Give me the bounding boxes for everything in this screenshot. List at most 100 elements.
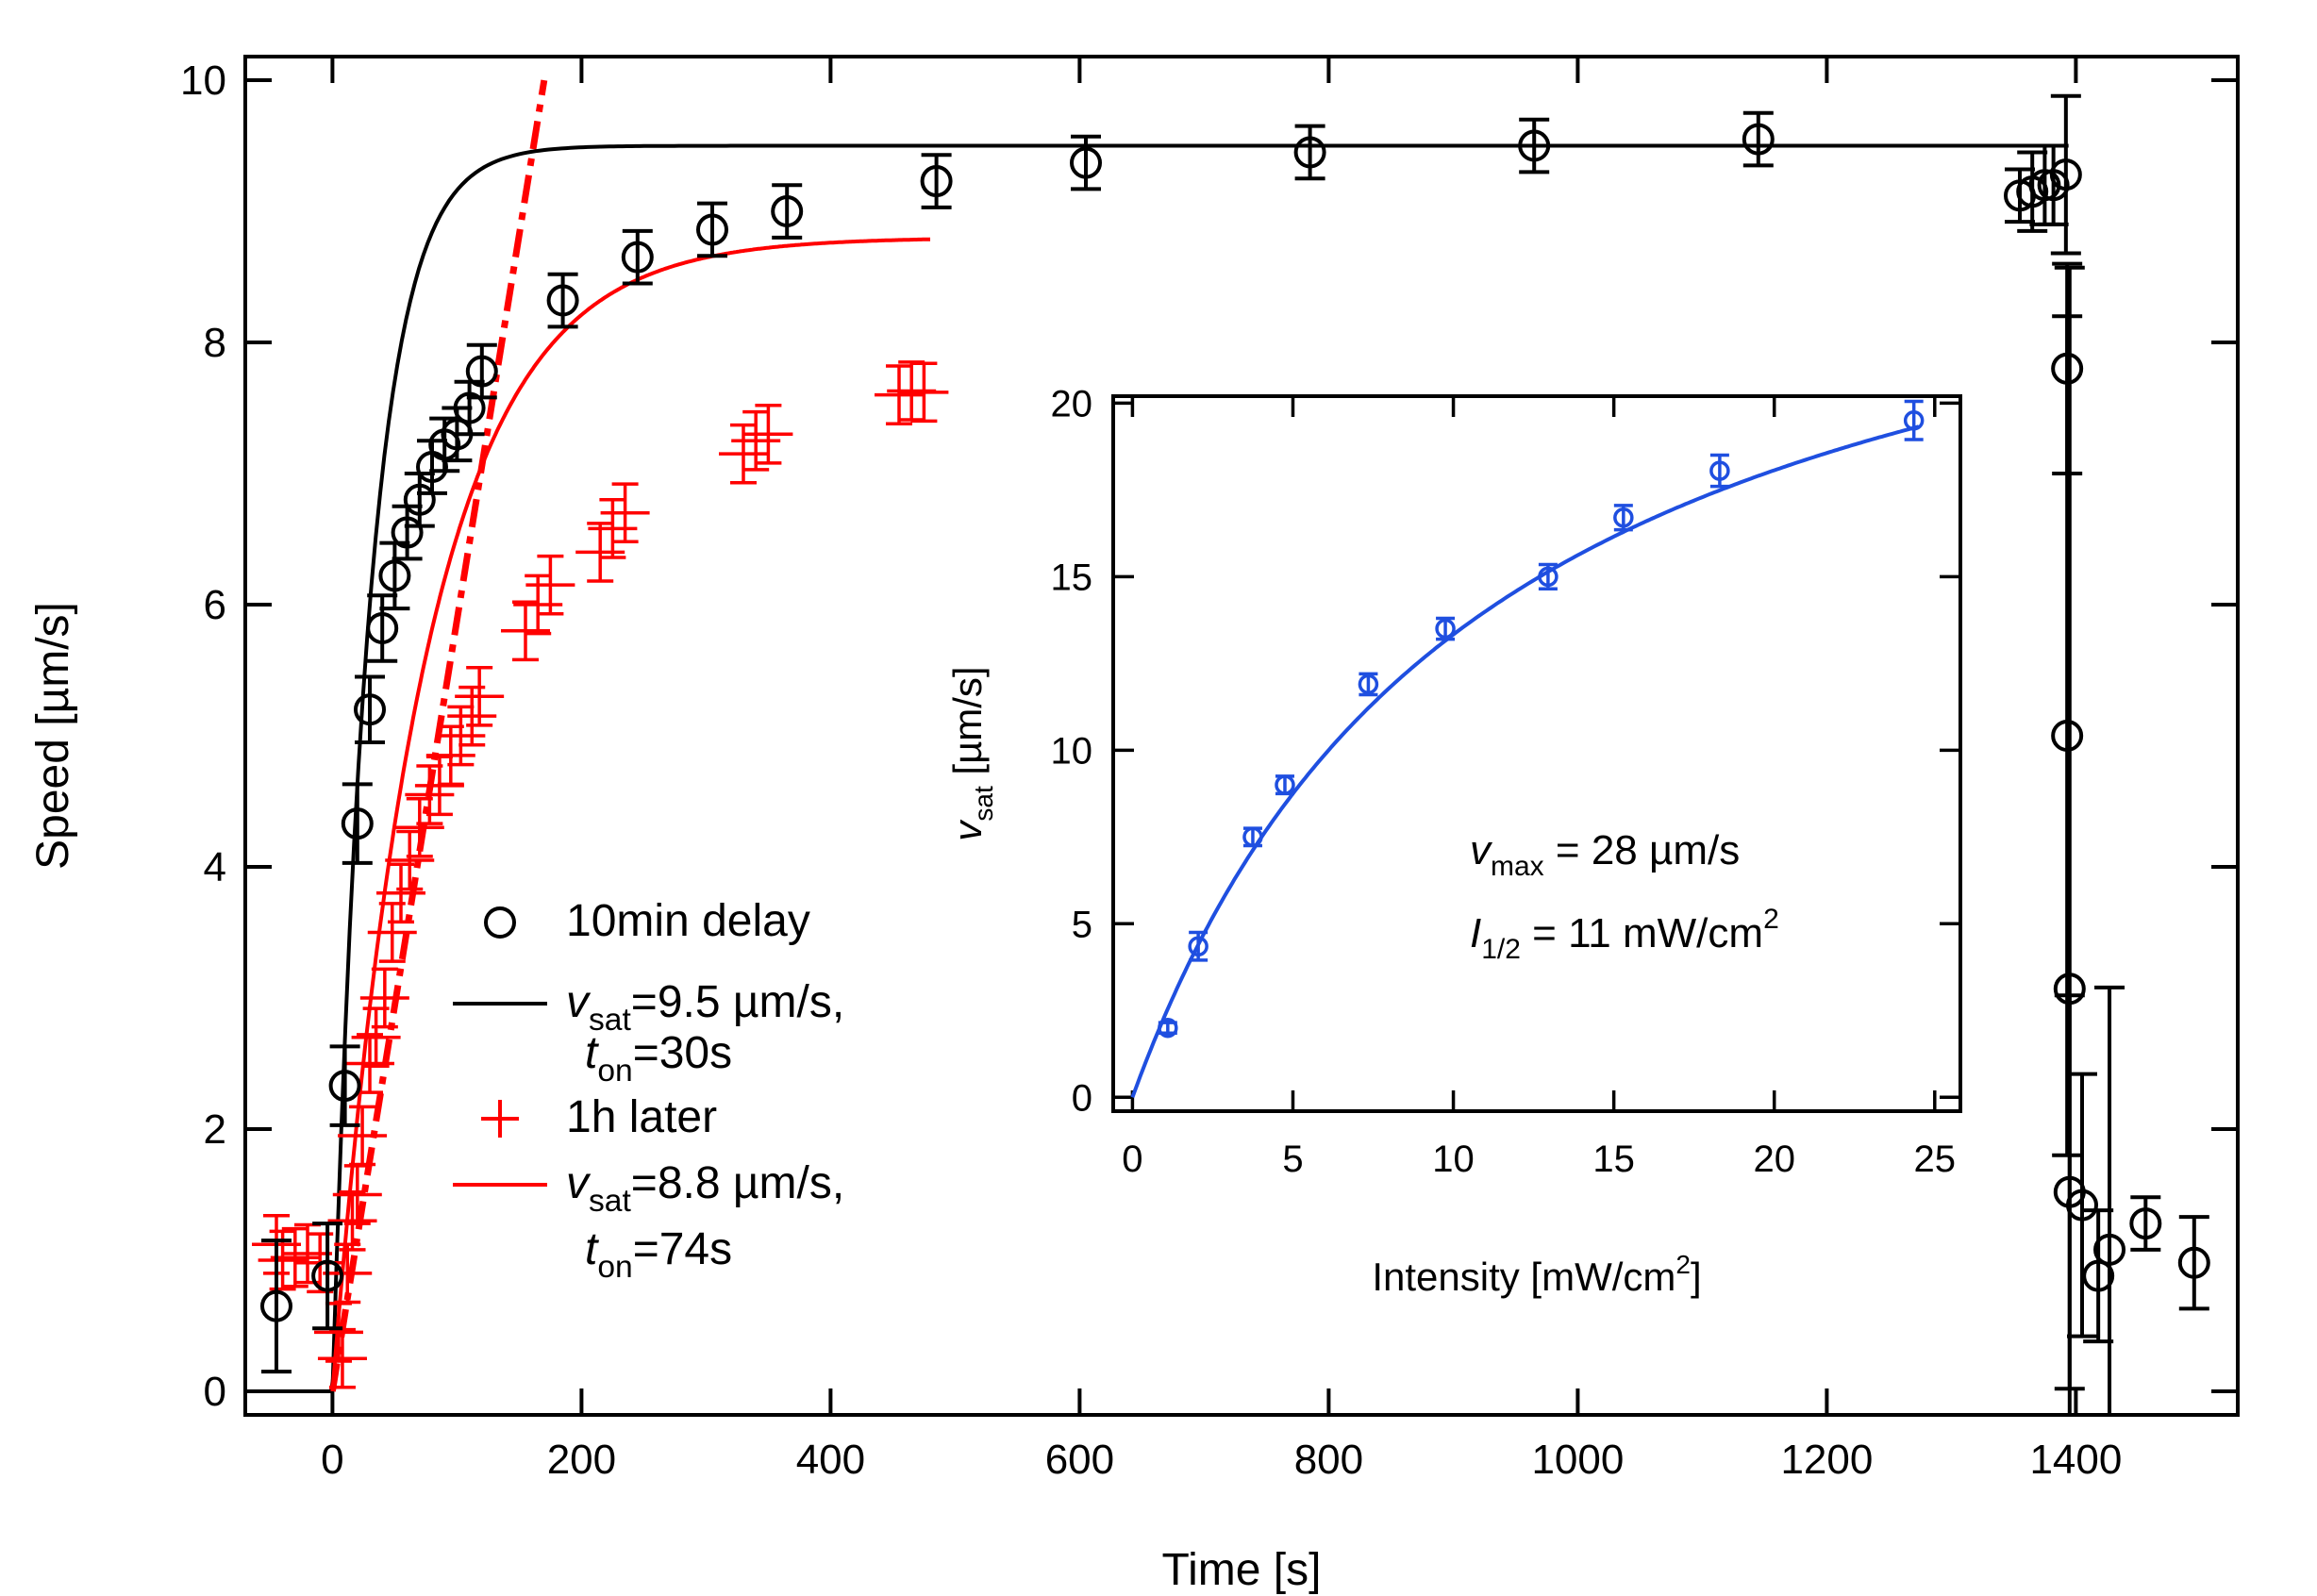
point-10min-delay [696, 201, 728, 258]
circle-marker [366, 612, 399, 645]
subscript: sat [589, 1184, 631, 1219]
point-10min-delay [378, 540, 411, 611]
y-tick-label: 8 [204, 320, 226, 366]
circle-marker [391, 516, 424, 549]
y-tick-label: 2 [204, 1106, 226, 1153]
point-1h-later [338, 1105, 388, 1167]
point-1h-later [345, 1033, 394, 1094]
point-10min-delay [354, 674, 386, 744]
label-rest: =9.5 µm/s, [631, 977, 844, 1027]
inset-y-tick-label: 0 [1072, 1077, 1092, 1119]
inset-fit-curve [1130, 424, 1920, 1098]
inset-x-tick-label: 20 [1753, 1139, 1795, 1180]
inset-y-label-sub: sat [969, 786, 998, 822]
point-1h-later [270, 1226, 320, 1288]
point-10min-delay [1518, 117, 1551, 175]
label-rest: =74s [633, 1224, 732, 1274]
circle-marker [378, 559, 411, 592]
legend-label: 10min delay [566, 896, 810, 946]
point-10min-delay [465, 342, 498, 400]
circle-marker [311, 1259, 344, 1292]
circle-marker [1742, 123, 1775, 156]
circle-marker [1158, 1017, 1178, 1039]
x-axis-label: Time [s] [1162, 1545, 1322, 1595]
main-plot-frame [243, 55, 2240, 1417]
point-1h-later [875, 364, 924, 425]
point-10min-delay [2051, 314, 2084, 1157]
x-tick-label: 0 [321, 1437, 343, 1483]
inset-point [1242, 826, 1263, 848]
point-10min-delay [621, 228, 654, 286]
subscript: on [597, 1054, 632, 1089]
annotation-ihalf: I1/2 = 11 mW/cm2 [1470, 904, 1779, 965]
point-10min-delay [920, 153, 953, 209]
inset-x-tick-label: 0 [1122, 1139, 1142, 1180]
symbol-var: I [1470, 910, 1481, 956]
symbol-var: t [585, 1224, 599, 1274]
legend-symbol-circle [484, 906, 516, 939]
point-1h-later [588, 498, 638, 559]
circle-marker [1613, 507, 1634, 528]
circle-marker [453, 391, 486, 424]
circle-marker [328, 1070, 361, 1103]
subscript: max [1491, 851, 1544, 882]
y-tick-label: 0 [204, 1369, 226, 1415]
label-rest: =30s [633, 1028, 732, 1078]
symbol-var: v [566, 1158, 592, 1208]
circle-marker [2129, 1207, 2162, 1240]
circle-marker [696, 213, 728, 246]
label-rest: =8.8 µm/s, [631, 1158, 844, 1208]
x-tick-label: 600 [1045, 1437, 1114, 1483]
point-1h-later [600, 482, 650, 544]
legend-label: vsat=8.8 µm/s, [566, 1158, 844, 1219]
point-10min-delay [260, 1239, 292, 1374]
point-1h-later [575, 522, 625, 583]
point-1h-later [513, 574, 563, 636]
legend-label: vsat=9.5 µm/s, [566, 977, 844, 1038]
symbol-var: v [566, 977, 592, 1027]
inset-point [1435, 616, 1456, 641]
circle-marker [341, 807, 374, 840]
point-10min-delay [1070, 134, 1102, 191]
circle-marker [1070, 146, 1102, 179]
inset-point [1275, 774, 1295, 796]
inset-point [1709, 453, 1730, 489]
fit-curve-black [245, 143, 2064, 1393]
circle-marker [621, 241, 654, 274]
point-10min-delay [2177, 1215, 2210, 1311]
inset-y-label-rest: [µm/s] [945, 666, 990, 786]
circle-marker [260, 1289, 292, 1322]
point-10min-delay [1742, 110, 1775, 168]
inset-point [1188, 930, 1209, 962]
annotation-vmax: vmax = 28 µm/s [1470, 827, 1740, 882]
x-tick-label: 1200 [1780, 1437, 1873, 1483]
circle-marker [2049, 158, 2082, 191]
circle-marker [1518, 129, 1551, 162]
point-1h-later [525, 554, 575, 616]
point-10min-delay [403, 472, 436, 528]
inset-y-tick-label: 20 [1051, 383, 1093, 424]
inset-x-tick-label: 10 [1432, 1139, 1475, 1180]
circle-marker [1435, 618, 1456, 640]
inset-y-tick-label: 15 [1051, 557, 1093, 598]
subscript: sat [589, 1003, 631, 1038]
point-1h-later [719, 423, 768, 485]
point-1h-later [376, 862, 425, 924]
annotation-rest: = 28 µm/s [1544, 827, 1741, 873]
point-1h-later [351, 1006, 401, 1069]
circle-marker [1275, 774, 1295, 795]
point-1h-later [359, 967, 409, 1029]
circle-marker [1903, 410, 1925, 431]
inset-point [1613, 504, 1634, 532]
circle-marker [1188, 936, 1209, 956]
inset-x-tick-label: 15 [1592, 1139, 1635, 1180]
circle-marker [1293, 136, 1326, 169]
circle-marker [354, 693, 386, 726]
legend-label: 1h later [566, 1092, 717, 1142]
x-tick-label: 200 [547, 1437, 616, 1483]
fit-curve-red [330, 237, 930, 1392]
point-1h-later [323, 1242, 373, 1305]
annotation-rest: = 11 mW/cm [1521, 910, 1763, 956]
